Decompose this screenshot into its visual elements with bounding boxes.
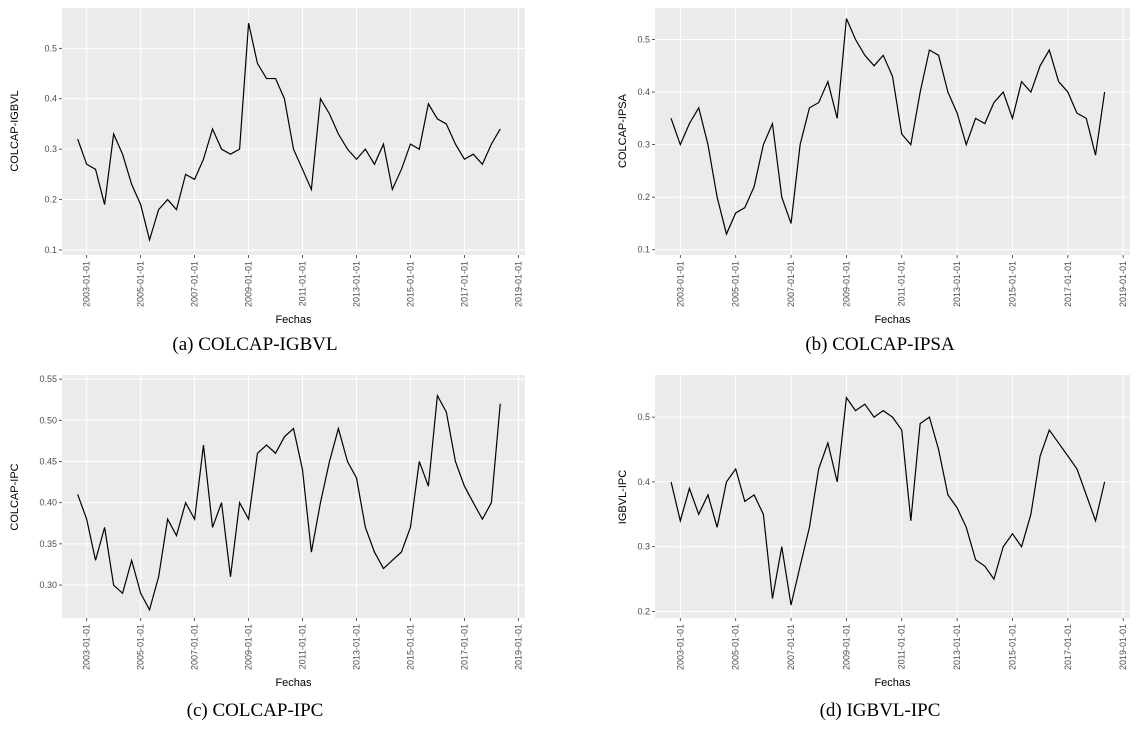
y-tick-label: 0.55 — [39, 374, 57, 384]
plot-background — [62, 8, 525, 255]
x-tick-label: 2003-01-01 — [675, 261, 685, 307]
x-tick-label: 2003-01-01 — [675, 624, 685, 670]
y-tick-label: 0.40 — [39, 498, 57, 508]
y-axis-title: COLCAP-IPC — [9, 463, 21, 530]
y-tick-label: 0.2 — [44, 195, 57, 205]
x-tick-label: 2011-01-01 — [298, 261, 308, 306]
caption: (b) COLCAP-IPSA — [805, 334, 955, 355]
x-tick-label: 2015-01-01 — [405, 624, 415, 670]
y-tick-label: 0.3 — [637, 140, 650, 150]
x-tick-label: 2007-01-01 — [786, 624, 796, 670]
x-tick-label: 2009-01-01 — [244, 624, 254, 670]
x-tick-label: 2015-01-01 — [405, 261, 415, 307]
x-tick-label: 2015-01-01 — [1007, 624, 1017, 670]
x-axis-title: Fechas — [275, 314, 312, 326]
x-tick-label: 2013-01-01 — [352, 261, 362, 307]
y-tick-label: 0.35 — [39, 539, 57, 549]
y-tick-label: 0.30 — [39, 580, 57, 590]
y-tick-label: 0.50 — [39, 415, 57, 425]
x-tick-label: 2003-01-01 — [82, 624, 92, 670]
y-tick-label: 0.3 — [637, 542, 650, 552]
y-tick-label: 0.1 — [44, 245, 57, 255]
y-axis-title: COLCAP-IPSA — [617, 93, 629, 168]
caption: (c) COLCAP-IPC — [187, 700, 324, 721]
plot-background — [655, 375, 1130, 618]
series-line — [670, 18, 1106, 236]
y-tick-label: 0.45 — [39, 456, 57, 466]
series-line — [670, 396, 1106, 606]
x-axis-title: Fechas — [275, 677, 312, 689]
y-tick-label: 0.5 — [637, 412, 650, 422]
x-tick-label: 2015-01-01 — [1007, 261, 1017, 307]
x-tick-label: 2005-01-01 — [136, 624, 146, 670]
x-tick-label: 2013-01-01 — [952, 261, 962, 307]
x-tick-label: 2009-01-01 — [244, 261, 254, 307]
x-tick-label: 2019-01-01 — [1118, 624, 1128, 670]
y-axis-title: COLCAP-IGBVL — [9, 90, 21, 171]
y-tick-label: 0.4 — [637, 477, 650, 487]
caption: (d) IGBVL-IPC — [820, 700, 941, 721]
x-tick-label: 2003-01-01 — [82, 261, 92, 307]
x-tick-label: 2009-01-01 — [841, 261, 851, 307]
x-tick-label: 2013-01-01 — [352, 624, 362, 670]
y-tick-label: 0.2 — [637, 192, 650, 202]
x-tick-label: 2019-01-01 — [513, 624, 523, 670]
y-tick-label: 0.2 — [637, 607, 650, 617]
y-tick-label: 0.5 — [637, 35, 650, 45]
x-tick-label: 2017-01-01 — [1063, 624, 1073, 670]
y-tick-label: 0.4 — [637, 87, 650, 97]
y-tick-label: 0.3 — [44, 144, 57, 154]
x-tick-label: 2007-01-01 — [190, 624, 200, 670]
x-tick-label: 2011-01-01 — [298, 624, 308, 669]
caption: (a) COLCAP-IGBVL — [172, 334, 337, 355]
y-tick-label: 0.4 — [44, 94, 57, 104]
x-axis-title: Fechas — [874, 314, 911, 326]
x-tick-label: 2011-01-01 — [897, 624, 907, 669]
x-tick-label: 2013-01-01 — [952, 624, 962, 670]
x-tick-label: 2007-01-01 — [190, 261, 200, 307]
plot-background — [62, 375, 525, 618]
x-tick-label: 2005-01-01 — [731, 261, 741, 307]
x-tick-label: 2007-01-01 — [786, 261, 796, 307]
series-line — [77, 393, 501, 612]
x-tick-label: 2005-01-01 — [731, 624, 741, 670]
x-tick-label: 2009-01-01 — [841, 624, 851, 670]
series-line — [77, 22, 501, 243]
y-axis-title: IGBVL-IPC — [617, 470, 629, 524]
y-tick-label: 0.1 — [637, 245, 650, 255]
y-tick-label: 0.5 — [44, 43, 57, 53]
x-tick-label: 2017-01-01 — [459, 261, 469, 307]
plot-background — [655, 8, 1130, 255]
x-axis-title: Fechas — [874, 677, 911, 689]
x-tick-label: 2019-01-01 — [513, 261, 523, 307]
x-tick-label: 2005-01-01 — [136, 261, 146, 307]
x-tick-label: 2011-01-01 — [897, 261, 907, 306]
x-tick-label: 2019-01-01 — [1118, 261, 1128, 307]
x-tick-label: 2017-01-01 — [459, 624, 469, 670]
x-tick-label: 2017-01-01 — [1063, 261, 1073, 307]
